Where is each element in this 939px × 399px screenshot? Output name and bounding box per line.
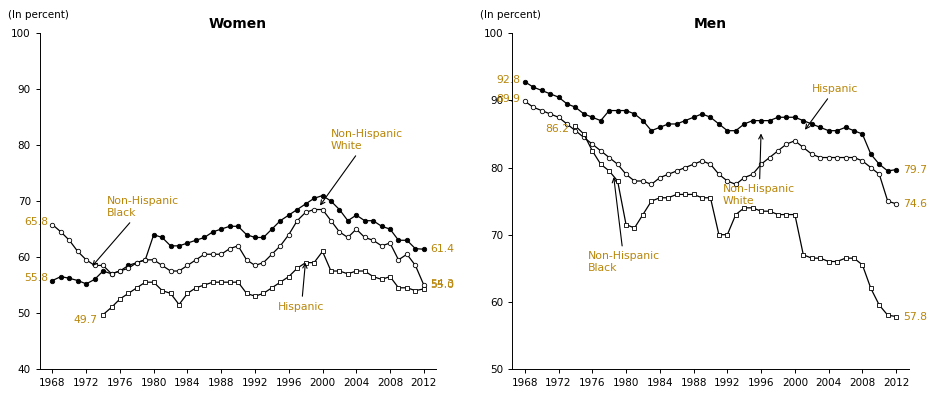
Text: 86.2: 86.2 [546, 124, 569, 134]
Text: Non-Hispanic
Black: Non-Hispanic Black [588, 178, 660, 273]
Text: Hispanic: Hispanic [278, 264, 325, 312]
Text: 89.9: 89.9 [497, 94, 520, 104]
Text: 55.0: 55.0 [431, 280, 454, 290]
Text: (In percent): (In percent) [8, 10, 69, 20]
Text: 57.8: 57.8 [903, 312, 927, 322]
Text: 61.4: 61.4 [431, 244, 454, 254]
Text: Non-Hispanic
White: Non-Hispanic White [723, 135, 795, 206]
Text: Non-Hispanic
Black: Non-Hispanic Black [93, 196, 179, 265]
Text: (In percent): (In percent) [481, 10, 541, 20]
Text: Hispanic: Hispanic [806, 84, 858, 129]
Text: 54.3: 54.3 [431, 279, 454, 289]
Title: Men: Men [694, 17, 727, 31]
Text: Non-Hispanic
White: Non-Hispanic White [320, 129, 403, 205]
Text: 65.8: 65.8 [24, 217, 48, 227]
Text: 92.8: 92.8 [497, 75, 520, 85]
Text: 55.8: 55.8 [24, 273, 48, 283]
Text: 74.6: 74.6 [903, 199, 927, 209]
Text: 49.7: 49.7 [73, 315, 97, 325]
Text: 79.7: 79.7 [903, 165, 927, 175]
Title: Women: Women [209, 17, 268, 31]
